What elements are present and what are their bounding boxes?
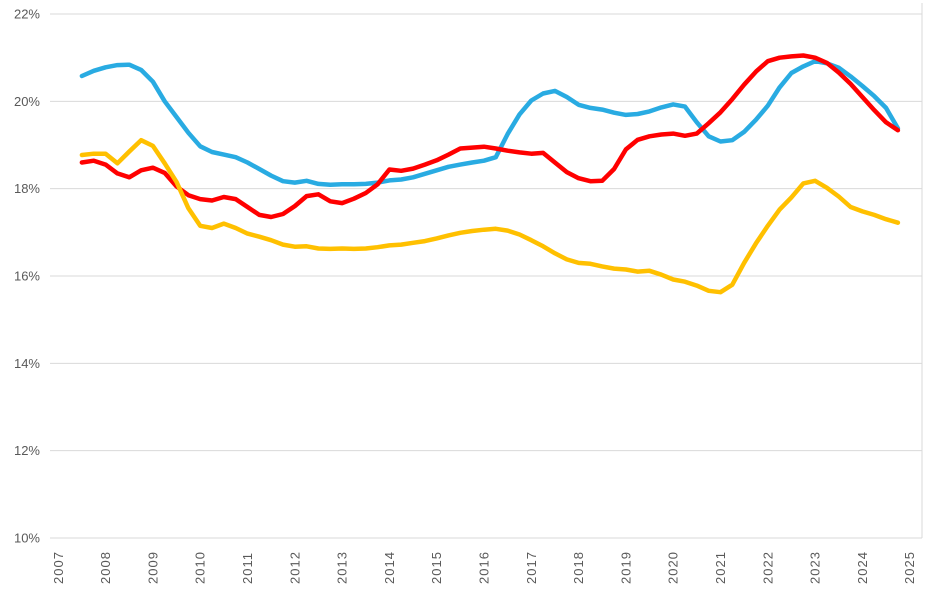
x-axis-label: 2019 xyxy=(618,551,633,584)
x-axis-label: 2020 xyxy=(666,551,681,584)
x-axis-label: 2008 xyxy=(98,551,113,584)
x-axis-labels: 2007 2008 2009 2010 2011 2012 2013 2014 2015 2016… xyxy=(51,551,917,584)
x-axis-label: 2009 xyxy=(145,551,160,584)
y-axis-label: 10% xyxy=(14,531,40,546)
gridlines xyxy=(50,13,922,539)
y-axis-label: 18% xyxy=(14,181,40,196)
x-axis-label: 2016 xyxy=(477,551,492,584)
x-axis-label: 2010 xyxy=(193,551,208,584)
x-axis-label: 2023 xyxy=(808,551,823,584)
x-axis-label: 2021 xyxy=(713,551,728,584)
y-axis-label: 14% xyxy=(14,356,40,371)
red-series-line xyxy=(79,53,901,220)
x-axis-label: 2007 xyxy=(51,551,66,584)
yellow-series-line xyxy=(79,137,901,295)
blue-series-line xyxy=(79,58,901,187)
x-axis-label: 2018 xyxy=(571,551,586,584)
x-axis-label: 2014 xyxy=(382,551,397,584)
y-axis-label: 16% xyxy=(14,269,40,284)
x-axis-label: 2015 xyxy=(429,551,444,584)
x-axis-label: 2022 xyxy=(760,551,775,584)
y-axis-label: 12% xyxy=(14,443,40,458)
y-axis-labels: 10% 12% 14% 16% 18% 20% 22% xyxy=(14,7,40,546)
x-axis-label: 2025 xyxy=(902,551,917,584)
x-axis-label: 2012 xyxy=(287,551,302,584)
x-axis-label: 2013 xyxy=(335,551,350,584)
y-axis-label: 22% xyxy=(14,7,40,22)
x-axis-label: 2024 xyxy=(855,551,870,584)
x-axis-label: 2017 xyxy=(524,551,539,584)
y-axis-label: 20% xyxy=(14,94,40,109)
x-axis-label: 2011 xyxy=(240,552,255,584)
